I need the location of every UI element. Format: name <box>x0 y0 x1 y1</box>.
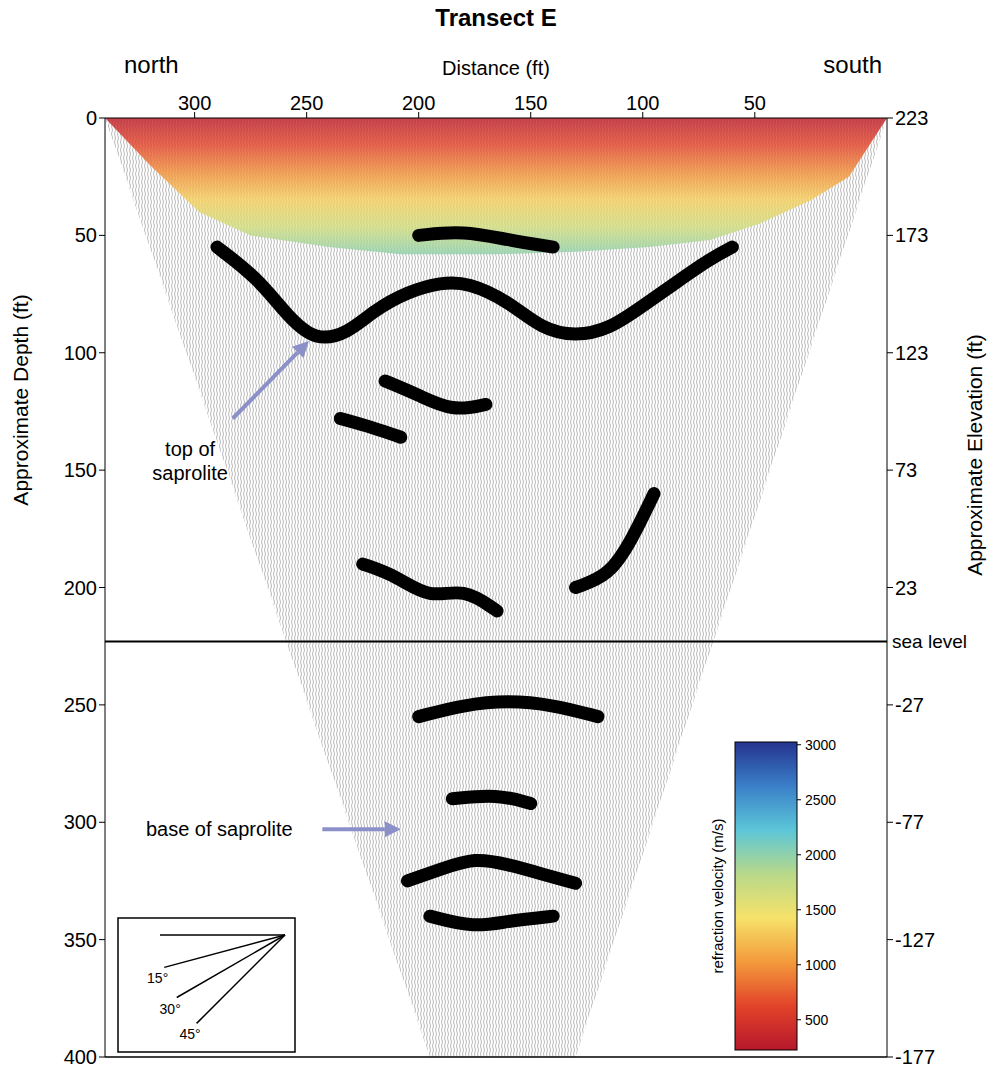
svg-text:123: 123 <box>895 342 928 364</box>
svg-text:50: 50 <box>75 224 97 246</box>
svg-text:173: 173 <box>895 224 928 246</box>
svg-text:Approximate Depth (ft): Approximate Depth (ft) <box>9 294 32 505</box>
svg-text:2000: 2000 <box>805 847 836 863</box>
svg-text:500: 500 <box>805 1012 829 1028</box>
svg-text:-127: -127 <box>895 929 935 951</box>
svg-text:150: 150 <box>514 92 547 114</box>
svg-text:15°: 15° <box>147 970 168 986</box>
svg-text:-77: -77 <box>895 811 924 833</box>
svg-text:1000: 1000 <box>805 957 836 973</box>
svg-text:Transect E: Transect E <box>435 4 556 31</box>
svg-text:1500: 1500 <box>805 902 836 918</box>
svg-text:refraction velocity (m/s): refraction velocity (m/s) <box>709 818 726 973</box>
svg-text:23: 23 <box>895 577 917 599</box>
svg-text:400: 400 <box>64 1046 97 1068</box>
svg-text:top of: top of <box>165 438 215 460</box>
svg-text:300: 300 <box>178 92 211 114</box>
svg-text:-177: -177 <box>895 1046 935 1068</box>
svg-text:200: 200 <box>402 92 435 114</box>
svg-text:base of saprolite: base of saprolite <box>146 818 293 840</box>
svg-text:Distance (ft): Distance (ft) <box>442 57 550 79</box>
svg-text:saprolite: saprolite <box>152 462 228 484</box>
svg-text:0: 0 <box>86 107 97 129</box>
svg-text:100: 100 <box>626 92 659 114</box>
svg-text:250: 250 <box>64 694 97 716</box>
svg-text:sea level: sea level <box>892 631 967 652</box>
svg-text:45°: 45° <box>179 1026 200 1042</box>
svg-text:73: 73 <box>895 459 917 481</box>
svg-text:3000: 3000 <box>805 737 836 753</box>
svg-text:-27: -27 <box>895 694 924 716</box>
svg-text:250: 250 <box>290 92 323 114</box>
svg-text:100: 100 <box>64 342 97 364</box>
svg-text:30°: 30° <box>160 1001 181 1017</box>
svg-text:200: 200 <box>64 577 97 599</box>
svg-text:300: 300 <box>64 811 97 833</box>
svg-text:Approximate Elevation (ft): Approximate Elevation (ft) <box>963 334 986 576</box>
svg-text:150: 150 <box>64 459 97 481</box>
svg-text:350: 350 <box>64 929 97 951</box>
svg-text:50: 50 <box>744 92 766 114</box>
svg-text:223: 223 <box>895 107 928 129</box>
svg-text:south: south <box>823 51 882 78</box>
svg-text:2500: 2500 <box>805 792 836 808</box>
svg-text:north: north <box>124 51 179 78</box>
